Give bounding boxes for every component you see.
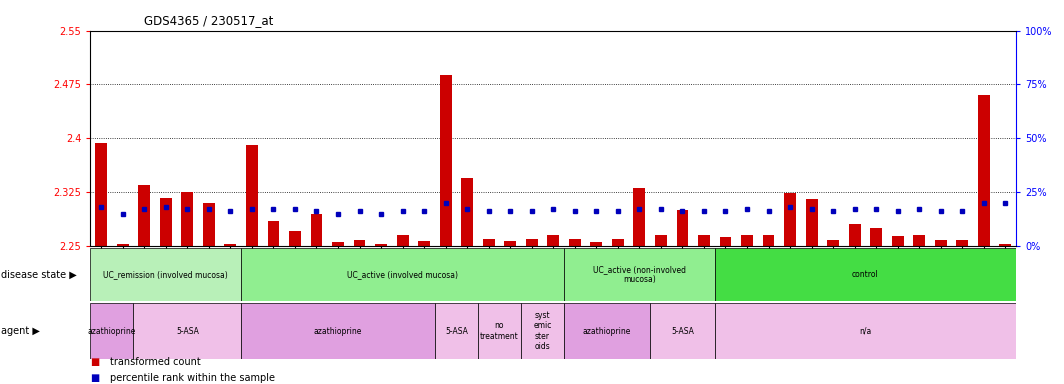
Text: azathioprine: azathioprine	[87, 327, 136, 336]
Text: UC_active (non-involved
mucosa): UC_active (non-involved mucosa)	[593, 265, 686, 284]
Text: azathioprine: azathioprine	[314, 327, 362, 336]
Text: control: control	[852, 270, 879, 279]
Text: disease state ▶: disease state ▶	[1, 270, 77, 280]
Text: ■: ■	[90, 358, 100, 367]
Bar	[827, 240, 839, 246]
Bar	[655, 235, 667, 246]
Bar	[870, 228, 882, 246]
Text: GDS4365 / 230517_at: GDS4365 / 230517_at	[144, 14, 273, 27]
Bar	[138, 185, 150, 246]
Bar	[591, 242, 602, 246]
Bar	[376, 244, 387, 246]
Bar	[677, 210, 688, 246]
Bar	[892, 237, 903, 246]
Bar	[267, 221, 280, 246]
Bar	[439, 75, 451, 246]
Bar	[521, 303, 564, 359]
Bar	[435, 303, 478, 359]
Bar	[311, 214, 322, 246]
Bar	[784, 194, 796, 246]
Bar	[90, 248, 242, 301]
Bar	[612, 238, 624, 246]
Text: syst
emic
ster
oids: syst emic ster oids	[533, 311, 552, 351]
Text: UC_remission (involved mucosa): UC_remission (involved mucosa)	[103, 270, 228, 279]
Bar	[133, 303, 242, 359]
Text: transformed count: transformed count	[110, 358, 200, 367]
Bar	[397, 235, 409, 246]
Bar	[353, 240, 365, 246]
Bar	[564, 303, 650, 359]
Text: agent ▶: agent ▶	[1, 326, 40, 336]
Text: ■: ■	[90, 373, 100, 383]
Bar	[935, 240, 947, 246]
Bar	[160, 198, 171, 246]
Text: n/a: n/a	[860, 327, 871, 336]
Bar	[719, 237, 731, 246]
Bar	[96, 143, 107, 246]
Bar	[805, 199, 817, 246]
Bar	[203, 203, 215, 246]
Bar	[225, 243, 236, 246]
Bar	[913, 235, 926, 246]
Bar	[978, 95, 990, 246]
Bar	[763, 235, 775, 246]
Bar	[526, 238, 537, 246]
Bar	[242, 248, 564, 301]
Bar	[478, 303, 521, 359]
Bar	[504, 242, 516, 246]
Bar	[483, 238, 495, 246]
Bar	[633, 189, 645, 246]
Bar	[564, 248, 715, 301]
Text: 5-ASA: 5-ASA	[445, 327, 468, 336]
Bar	[462, 178, 473, 246]
Bar	[849, 224, 861, 246]
Text: no
treatment: no treatment	[480, 321, 519, 341]
Bar	[332, 242, 344, 246]
Bar	[569, 238, 581, 246]
Bar	[289, 232, 301, 246]
Bar	[957, 240, 968, 246]
Text: azathioprine: azathioprine	[583, 327, 631, 336]
Bar	[418, 241, 430, 246]
Bar	[698, 235, 710, 246]
Bar	[715, 303, 1016, 359]
Text: UC_active (involved mucosa): UC_active (involved mucosa)	[347, 270, 459, 279]
Bar	[742, 235, 753, 246]
Text: percentile rank within the sample: percentile rank within the sample	[110, 373, 275, 383]
Bar	[547, 235, 560, 246]
Bar	[999, 244, 1011, 246]
Bar	[90, 303, 133, 359]
Text: 5-ASA: 5-ASA	[671, 327, 694, 336]
Bar	[650, 303, 715, 359]
Bar	[246, 146, 257, 246]
Bar	[715, 248, 1016, 301]
Bar	[117, 244, 129, 246]
Text: 5-ASA: 5-ASA	[176, 327, 199, 336]
Bar	[242, 303, 435, 359]
Bar	[181, 192, 194, 246]
